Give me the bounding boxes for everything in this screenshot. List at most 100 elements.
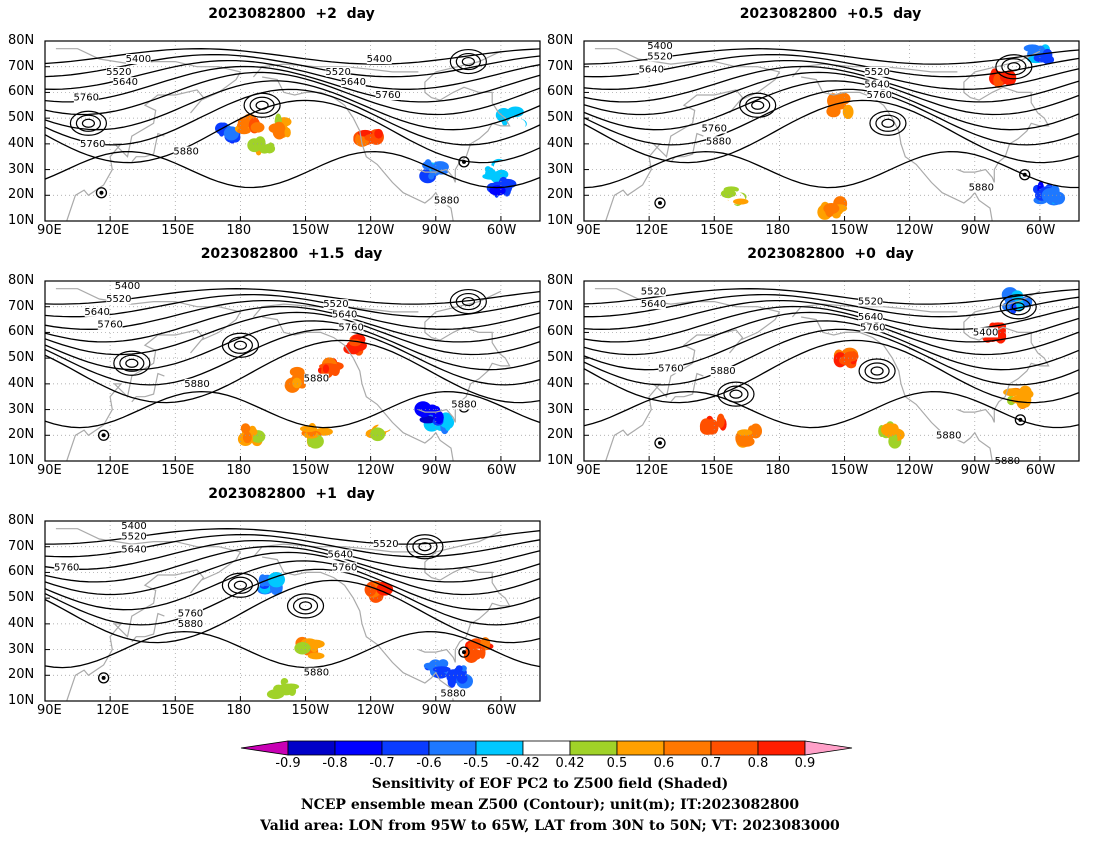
colorbar-segment — [616, 740, 665, 756]
lat-tick-label: 10N — [547, 453, 574, 468]
contour-label: 5400 — [367, 54, 392, 65]
coastline — [261, 76, 454, 222]
cyclone-contour — [95, 187, 108, 199]
z500-contour — [717, 381, 755, 407]
shade-cluster — [446, 665, 473, 689]
colorbar-segment — [428, 740, 477, 756]
lat-tick-label: 80N — [8, 33, 35, 48]
shade-cluster — [817, 196, 848, 220]
colorbar-tick-label: 0.8 — [747, 756, 769, 771]
lon-tick-label: 90E — [37, 703, 62, 718]
z500-contour — [44, 299, 541, 330]
z500-contour — [583, 305, 1080, 343]
coastline — [261, 556, 454, 702]
coastline — [252, 63, 419, 78]
shade-blob — [343, 343, 359, 355]
lat-tick-label: 20N — [8, 667, 35, 683]
shade-blob — [457, 670, 466, 683]
lon-tick-label: 60W — [486, 463, 517, 478]
contour-label: 5520 — [323, 299, 348, 310]
shade-blob — [699, 422, 715, 435]
z500-contour — [75, 114, 102, 132]
lon-tick-label: 150W — [291, 223, 330, 238]
z500-contour — [583, 71, 1080, 116]
contour-label: 5400 — [121, 521, 146, 532]
lon-tick-label: 60W — [486, 223, 517, 238]
colorbar-tick-label: -0.8 — [322, 756, 348, 771]
z500-contour — [44, 150, 541, 189]
z500-contour — [455, 52, 481, 71]
contour-label: 5880 — [304, 668, 329, 679]
z500-contour — [44, 65, 541, 103]
contour-label: 5880 — [706, 136, 731, 147]
z500-contour — [999, 294, 1037, 320]
panel-title-p4: 2023082800 +0 day — [747, 246, 914, 262]
caption-line-2: NCEP ensemble mean Z500 (Contour); unit(… — [300, 797, 800, 813]
lon-tick-label: 90W — [960, 223, 991, 238]
z500-contour — [583, 288, 1080, 305]
lat-tick-label: 70N — [8, 58, 35, 74]
lon-tick-label: 90W — [960, 463, 991, 478]
shade-blob — [1042, 48, 1053, 61]
colorbar-segment — [475, 740, 524, 756]
cyclone-center — [657, 201, 662, 205]
contour-label: 5760 — [54, 562, 79, 573]
z500-contour — [584, 293, 1080, 318]
lat-tick-label: 70N — [547, 58, 574, 74]
coastline — [670, 372, 704, 403]
panel-title-p5: 2023082800 +1 day — [208, 486, 375, 502]
z500-contour — [44, 305, 541, 343]
contour-label: 5880 — [184, 379, 209, 390]
shade-blob — [494, 169, 509, 180]
z500-contour — [44, 551, 541, 596]
shade-blob — [374, 128, 383, 139]
contour-label-halo — [303, 667, 329, 678]
shade-cluster — [237, 423, 266, 447]
lon-tick-label: 120E — [635, 463, 669, 478]
lat-tick-label: 80N — [8, 513, 35, 528]
shade-cluster — [720, 186, 749, 209]
shade-blob — [1019, 392, 1032, 408]
contour-label: 5520 — [864, 67, 889, 78]
contour-label-halo — [647, 41, 673, 52]
lon-tick-label: 180 — [226, 223, 252, 238]
contour-label: 5640 — [332, 309, 357, 320]
contour-label: 5760 — [860, 322, 885, 333]
lon-tick-label: 150E — [161, 463, 195, 478]
contour-label-halo — [936, 430, 962, 441]
contour-label: 5760 — [332, 562, 357, 573]
cyclone-contour — [654, 437, 666, 449]
z500-contour — [583, 299, 1080, 330]
contour-label-halo — [106, 294, 132, 304]
lon-tick-label: 120W — [895, 463, 934, 478]
z500-contour — [125, 358, 139, 368]
shade-blob — [278, 683, 294, 696]
lat-tick-label: 20N — [8, 187, 35, 203]
z500-contour — [44, 630, 541, 669]
contour-label: 5640 — [639, 64, 664, 75]
shade-blob — [289, 366, 305, 377]
contour-label: 5640 — [341, 77, 366, 88]
shade-cluster — [878, 421, 905, 449]
lat-tick-label: 40N — [547, 375, 574, 391]
caption-line-1: Sensitivity of EOF PC2 to Z500 field (Sh… — [371, 776, 729, 792]
contour-label-halo — [84, 306, 110, 317]
cyclone-center — [462, 159, 467, 164]
lat-tick-label: 50N — [547, 110, 574, 126]
z500-contour — [44, 339, 541, 404]
z500-contour — [69, 110, 108, 136]
lat-tick-label: 60N — [547, 324, 574, 340]
shade-cluster — [1023, 44, 1055, 65]
contour-label-halo — [375, 90, 401, 100]
z500-contour — [583, 53, 1080, 78]
lat-tick-label: 60N — [8, 84, 35, 100]
contour-label-halo — [54, 562, 80, 573]
coastline — [418, 50, 511, 183]
contour-label: 5880 — [440, 688, 465, 699]
cyclone-center — [101, 433, 106, 438]
lat-tick-label: 80N — [547, 273, 574, 288]
contour-label-halo — [638, 64, 664, 75]
lon-tick-label: 120W — [895, 223, 934, 238]
z500-contour — [412, 538, 438, 556]
